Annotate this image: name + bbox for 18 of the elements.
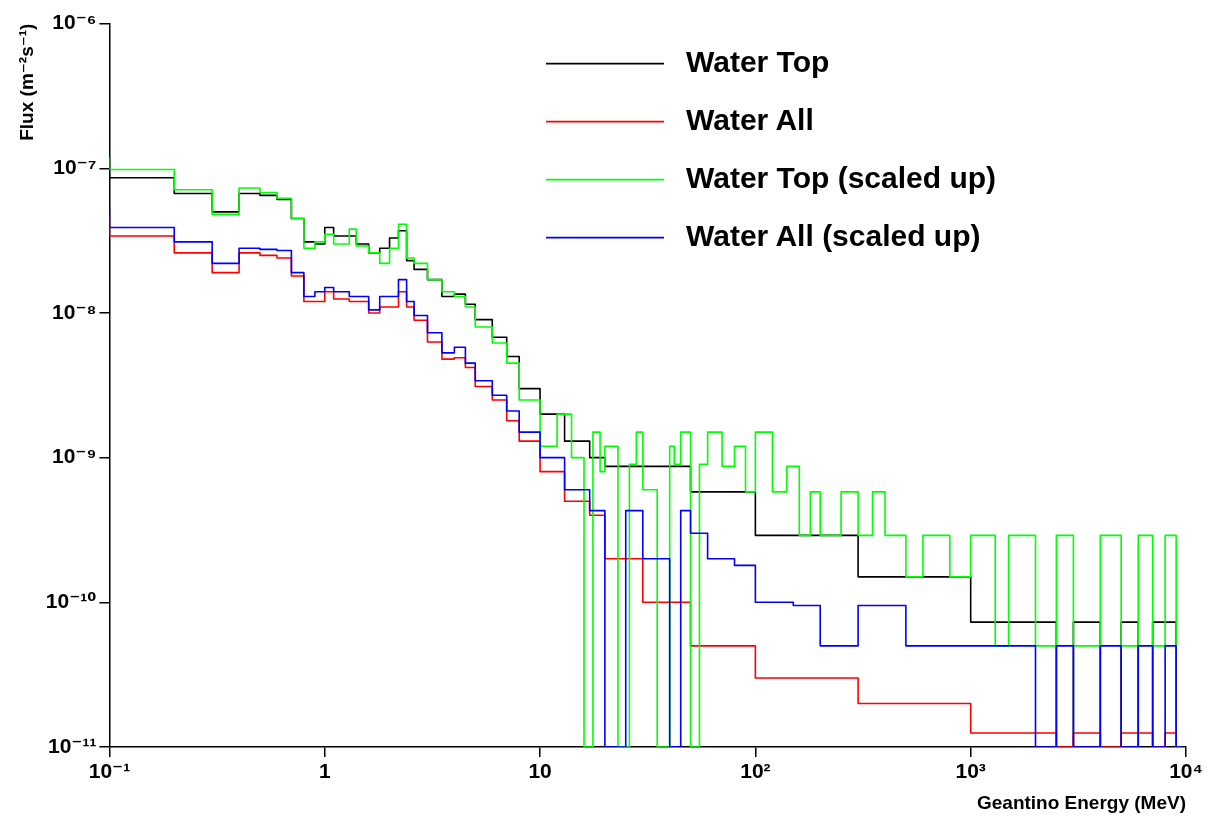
y-tick-label: 10⁻⁶ (52, 10, 97, 34)
y-tick-label: 10⁻⁹ (52, 444, 97, 468)
x-axis-title: Geantino Energy (MeV) (976, 791, 1186, 813)
x-tick-label: 10³ (955, 759, 986, 783)
x-tick-label: 10⁴ (1169, 759, 1203, 783)
x-tick-label: 1 (318, 759, 331, 783)
legend-label: Water Top (scaled up) (686, 160, 997, 194)
legend-label: Water Top (686, 44, 830, 78)
y-tick-label: 10⁻⁷ (53, 155, 97, 179)
legend-label: Water All (scaled up) (686, 218, 981, 252)
legend-label: Water All (686, 102, 814, 136)
x-tick-label: 10 (528, 759, 552, 783)
y-tick-label: 10⁻⁸ (52, 299, 97, 323)
y-tick-label: 10⁻¹⁰ (45, 589, 97, 613)
y-axis-title: Flux (m⁻²s⁻¹) (15, 23, 37, 141)
x-tick-label: 10⁻¹ (88, 759, 131, 783)
x-tick-label: 10² (740, 759, 771, 783)
y-tick-label: 10⁻¹¹ (48, 733, 97, 757)
